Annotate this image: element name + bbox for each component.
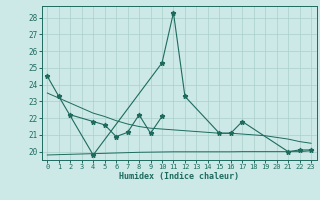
X-axis label: Humidex (Indice chaleur): Humidex (Indice chaleur) (119, 172, 239, 181)
